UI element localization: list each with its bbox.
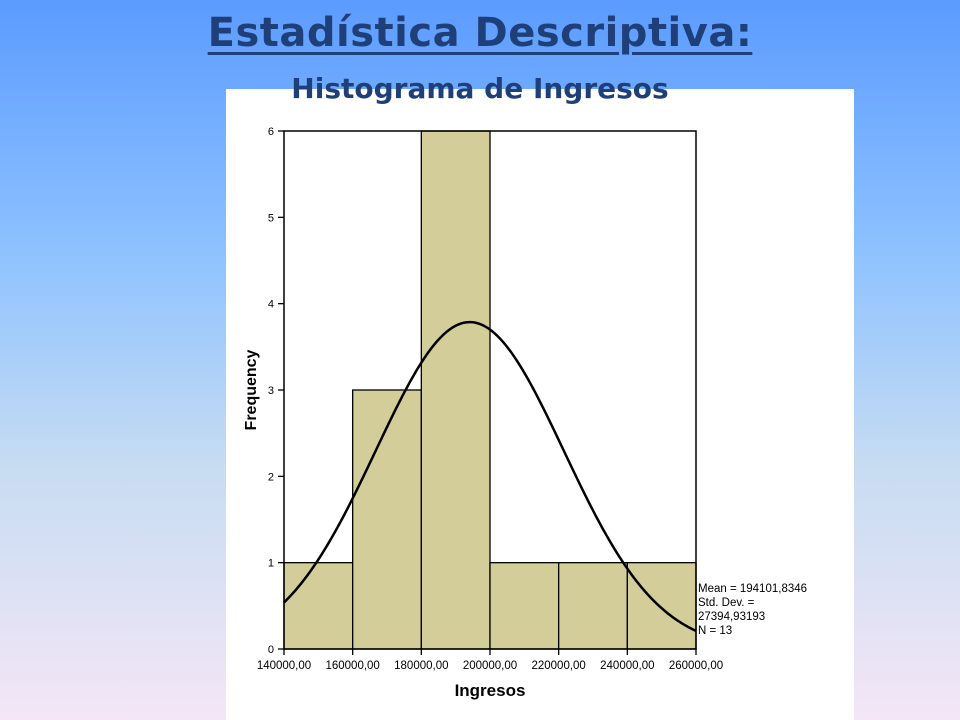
histogram-bar <box>283 562 354 650</box>
x-tick-label: 140000,00 <box>257 660 311 672</box>
stats-line: Mean = 194101,8346 <box>698 583 807 595</box>
histogram-chart: 0 1 2 3 4 5 6 140000,00 160000,00 180000,00 20000… <box>243 126 807 700</box>
x-tick-label: 240000,00 <box>600 660 654 672</box>
y-axis: 0 1 2 3 4 5 6 <box>268 126 284 656</box>
y-tick-label: 2 <box>268 471 274 483</box>
x-tick-label: 160000,00 <box>325 660 379 672</box>
histogram-bars <box>283 130 697 650</box>
x-axis: 140000,00 160000,00 180000,00 200000,00 2200… <box>257 649 723 672</box>
x-tick-label: 200000,00 <box>463 660 517 672</box>
histogram-bar <box>626 562 697 650</box>
stats-legend: Mean = 194101,8346 Std. Dev. = 27394,93193… <box>698 583 807 637</box>
histogram-bar <box>352 389 422 650</box>
y-tick-label: 1 <box>268 558 274 570</box>
x-tick-label: 260000,00 <box>669 660 723 672</box>
histogram-bar <box>558 562 628 650</box>
x-axis-label: Ingresos <box>455 681 526 700</box>
chart-panel: 0 1 2 3 4 5 6 140000,00 160000,00 180000,00 20000… <box>226 89 854 720</box>
x-tick-label: 220000,00 <box>531 660 585 672</box>
y-tick-label: 0 <box>268 644 274 656</box>
slide-subtitle: Histograma de Ingresos <box>291 72 669 105</box>
y-tick-label: 4 <box>268 299 274 311</box>
y-tick-label: 3 <box>268 385 274 397</box>
stats-line: 27394,93193 <box>698 611 765 623</box>
histogram-bar <box>489 562 560 650</box>
histogram-bar <box>420 130 491 650</box>
slide-title: Estadística Descriptiva: <box>207 10 753 56</box>
x-tick-label: 180000,00 <box>394 660 448 672</box>
y-tick-label: 5 <box>268 212 274 224</box>
y-axis-label: Frequency <box>243 349 260 430</box>
stats-line: N = 13 <box>698 625 732 637</box>
y-tick-label: 6 <box>268 126 274 138</box>
normal-curve <box>283 320 697 633</box>
stats-line: Std. Dev. = <box>698 597 755 609</box>
